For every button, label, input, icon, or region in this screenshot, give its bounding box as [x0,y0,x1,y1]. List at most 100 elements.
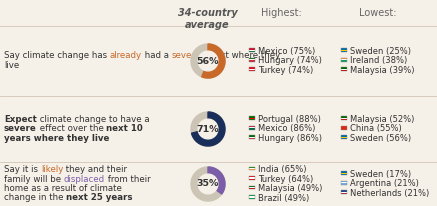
Bar [249,176,255,177]
Bar [341,173,347,174]
Bar [341,182,347,183]
Bar [249,138,255,139]
Text: years where they live: years where they live [4,134,109,143]
Bar [249,186,255,190]
Bar [249,135,255,137]
Bar [249,127,255,128]
Bar [249,50,255,51]
Bar [249,118,255,119]
Text: Ireland (38%): Ireland (38%) [350,56,407,65]
Polygon shape [191,112,225,146]
Text: Malaysia (49%): Malaysia (49%) [258,184,323,193]
Polygon shape [208,167,225,194]
Bar [341,118,347,119]
Polygon shape [198,174,218,194]
Polygon shape [191,112,225,146]
Bar [249,70,255,71]
Bar [341,171,347,173]
Text: had a: had a [142,52,172,61]
Bar [341,67,347,69]
Polygon shape [198,119,218,139]
Text: Brazil (49%): Brazil (49%) [258,193,309,202]
Text: Argentina (21%): Argentina (21%) [350,179,419,188]
Bar [249,195,255,196]
Bar [341,58,347,62]
Bar [341,127,347,128]
Text: Say it is: Say it is [4,165,41,174]
Bar [249,186,255,187]
Bar [249,198,255,199]
Bar [249,166,255,168]
Text: China (55%): China (55%) [350,124,402,133]
Bar [249,48,255,50]
Bar [249,135,255,139]
Text: next 10: next 10 [106,124,143,133]
Bar [341,51,347,52]
Text: severe: severe [172,52,201,61]
Bar [341,48,347,52]
Text: live: live [4,61,19,70]
Bar [341,171,347,175]
Bar [341,116,347,120]
Bar [249,60,255,62]
Bar [341,60,347,62]
Text: 34-country
average: 34-country average [178,8,237,30]
Text: Highest:: Highest: [261,8,302,18]
Bar [341,67,347,71]
Bar [341,135,347,139]
Text: Mexico (75%): Mexico (75%) [258,47,315,56]
Text: change in the: change in the [4,193,66,202]
Polygon shape [191,167,225,201]
Bar [341,192,347,193]
Bar [341,183,347,185]
Bar [341,193,347,194]
Polygon shape [198,51,218,71]
Text: effect over the: effect over the [37,124,106,133]
Text: 71%: 71% [197,124,219,133]
Bar [249,58,255,59]
Text: Hungary (74%): Hungary (74%) [258,56,322,65]
Text: Sweden (56%): Sweden (56%) [350,134,411,143]
Bar [249,195,255,199]
Bar [341,126,347,130]
Bar [249,69,255,70]
Bar [341,174,347,175]
Text: home as a result of climate: home as a result of climate [4,184,122,193]
Bar [341,137,347,138]
Bar [341,126,347,127]
Text: Malaysia (52%): Malaysia (52%) [350,115,414,124]
Text: Expect: Expect [4,115,37,124]
Bar [341,181,347,182]
Bar [249,51,255,52]
Text: they and their: they and their [63,165,127,174]
Bar [249,67,255,71]
Bar [341,119,347,120]
Text: Portugal (88%): Portugal (88%) [258,115,321,124]
Bar [341,116,347,118]
Bar [249,187,255,188]
Bar [341,58,347,59]
Text: Hungary (86%): Hungary (86%) [258,134,322,143]
Bar [341,69,347,70]
Bar [249,58,255,62]
Bar [249,119,255,120]
Text: 56%: 56% [197,56,219,66]
Text: family will be: family will be [4,174,64,184]
Text: Netherlands (21%): Netherlands (21%) [350,189,429,198]
Bar [249,168,255,169]
Bar [249,116,255,120]
Text: Turkey (74%): Turkey (74%) [258,66,313,75]
Text: effect where they: effect where they [201,52,280,61]
Text: already: already [110,52,142,61]
Bar [249,128,255,130]
Text: displaced: displaced [64,174,105,184]
Bar [341,138,347,139]
Bar [249,179,255,180]
Bar [341,70,347,71]
Text: climate change to have a: climate change to have a [37,115,149,124]
Bar [249,48,255,52]
Bar [249,177,255,179]
Bar [249,59,255,60]
Text: Lowest:: Lowest: [359,8,397,18]
Text: Say climate change has: Say climate change has [4,52,110,61]
